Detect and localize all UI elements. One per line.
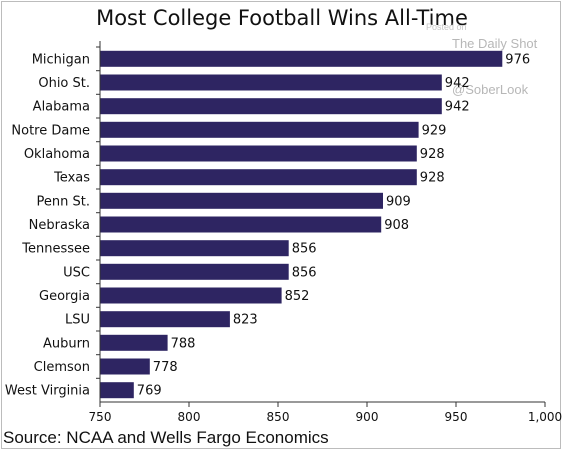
value-label: 788 [171, 336, 196, 351]
value-label: 929 [422, 123, 447, 138]
category-label: Notre Dame [11, 123, 90, 138]
category-label: Auburn [43, 336, 90, 351]
x-tick-label: 900 [356, 410, 379, 424]
category-label: Alabama [33, 100, 90, 115]
bar-lsu [100, 311, 230, 328]
bar-georgia [100, 287, 282, 304]
category-label: Penn St. [37, 194, 90, 209]
category-label: Clemson [34, 360, 90, 375]
category-label: USC [63, 265, 90, 280]
x-tick-label: 1,000 [528, 410, 562, 424]
category-label: Oklahoma [24, 147, 90, 162]
bar-auburn [100, 334, 168, 351]
bar-notre-dame [100, 121, 419, 138]
bar-texas [100, 169, 417, 186]
x-tick-label: 750 [89, 410, 112, 424]
chart-title: Most College Football Wins All-Time [96, 6, 468, 30]
x-tick-label: 950 [445, 410, 468, 424]
x-tick-label: 800 [178, 410, 201, 424]
chart-source: Source: NCAA and Wells Fargo Economics [3, 428, 329, 447]
bar-west-virginia [100, 382, 134, 399]
category-label: LSU [65, 313, 90, 328]
value-label: 942 [445, 76, 470, 91]
watermark-handle: @SoberLook [452, 82, 529, 97]
value-label: 856 [292, 265, 317, 280]
value-label: 823 [233, 313, 258, 328]
bar-nebraska [100, 216, 382, 233]
watermark-daily-shot: The Daily Shot [452, 36, 538, 51]
category-label: West Virginia [5, 384, 90, 399]
bars-group [100, 50, 503, 399]
value-label: 942 [445, 100, 470, 115]
bar-clemson [100, 358, 150, 375]
category-label: Michigan [32, 52, 90, 67]
value-label: 909 [386, 194, 411, 209]
bar-oklahoma [100, 145, 417, 162]
bar-ohio-st- [100, 74, 442, 91]
labels-group: Michigan 976 Ohio St. 942 Alabama 942 Notre Da… [5, 52, 562, 424]
x-tick-label: 850 [267, 410, 290, 424]
value-label: 852 [285, 289, 310, 304]
value-label: 778 [153, 360, 178, 375]
category-label: Nebraska [29, 218, 90, 233]
value-label: 928 [420, 147, 445, 162]
value-label: 928 [420, 171, 445, 186]
watermark-posted-on: Posted on [426, 22, 467, 32]
category-label: Ohio St. [38, 76, 90, 91]
value-label: 908 [384, 218, 409, 233]
value-label: 769 [137, 384, 162, 399]
bar-alabama [100, 98, 442, 115]
value-label: 976 [505, 52, 530, 67]
bar-usc [100, 263, 289, 280]
value-label: 856 [292, 242, 317, 257]
category-label: Tennessee [21, 242, 90, 257]
category-label: Georgia [39, 289, 90, 304]
axes-group [96, 41, 546, 407]
bar-tennessee [100, 240, 289, 257]
category-label: Texas [53, 171, 90, 186]
bar-penn-st- [100, 192, 383, 209]
bar-michigan [100, 50, 503, 67]
